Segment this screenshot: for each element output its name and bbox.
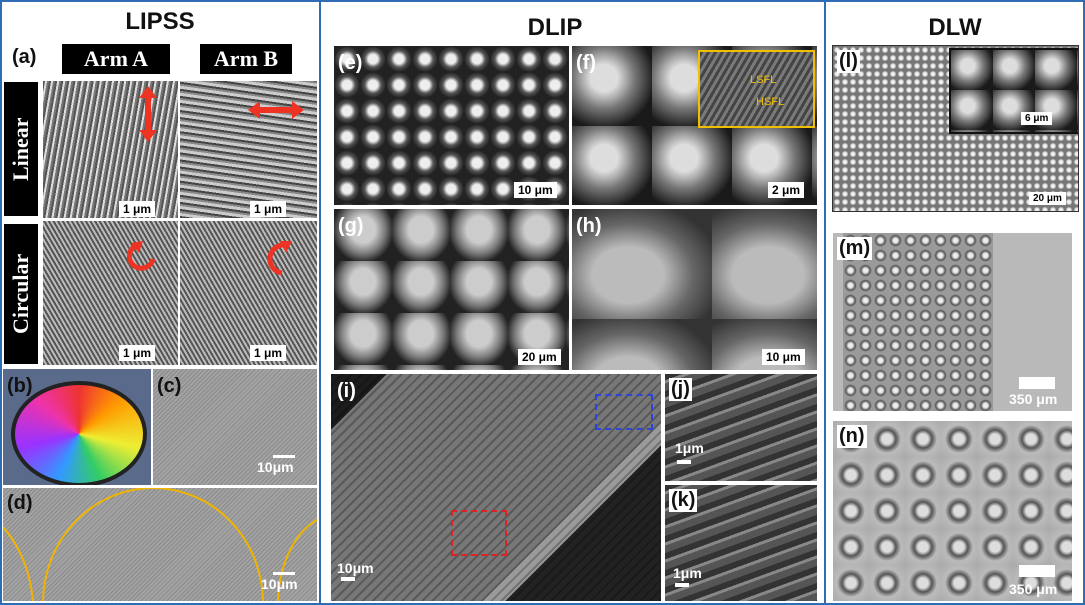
scale-bar: 10 μm — [514, 182, 557, 198]
scale-bar: 1 μm — [119, 345, 156, 361]
texture — [331, 374, 661, 601]
section-title: DLIP — [527, 14, 583, 41]
panel-label: (f) — [576, 52, 596, 74]
scale-bar: 1μm — [673, 565, 702, 581]
scale-bar: 2 μm — [768, 182, 805, 198]
scale-bar: 350 μm — [1009, 581, 1058, 597]
arrow — [267, 241, 292, 276]
sem-image: (c) 10μm — [152, 368, 318, 486]
sem-image: (d) 10μm — [2, 487, 318, 602]
panel-label: (i) — [337, 380, 356, 402]
row-header: Circular — [4, 224, 38, 364]
panel-label: (j) — [669, 378, 692, 401]
panel-label: (h) — [576, 215, 602, 237]
arcs — [3, 488, 317, 601]
scale-bar: 20 μm — [518, 349, 561, 365]
sem-image: (j) 1μm — [664, 373, 818, 482]
scale-bar: 10 μm — [762, 349, 805, 365]
scale-line — [273, 455, 295, 458]
pillar-array — [843, 233, 993, 411]
scale-bar: 1μm — [675, 440, 704, 456]
dlw-section — [824, 0, 1085, 605]
zoom-box — [451, 510, 507, 556]
annotation: HSFL — [756, 96, 785, 108]
scale-bar: 10μm — [257, 459, 294, 475]
panel-label: (m) — [837, 237, 873, 260]
scale-bar: 1 μm — [250, 345, 287, 361]
scale-line — [677, 460, 691, 464]
scale-line — [1019, 377, 1055, 389]
panel-label: (k) — [669, 489, 698, 512]
sem-image: 1 μm — [179, 220, 318, 366]
scale-bar: 10μm — [261, 576, 298, 592]
sem-image: (h) 10 μm — [571, 208, 818, 371]
panel-label: (b) — [7, 375, 33, 397]
section-title: LIPSS — [125, 8, 195, 35]
scale-line — [675, 583, 689, 587]
zoom-box — [595, 394, 653, 430]
sem-image: (n) 350 μm — [832, 420, 1073, 602]
sem-image: 1 μm — [42, 220, 179, 366]
arrow — [139, 86, 157, 142]
inset: 6 μm — [949, 48, 1078, 134]
scale-line — [1019, 565, 1055, 577]
scale-bar: 20 μm — [1029, 192, 1066, 205]
sem-image: (e) 10 μm — [333, 45, 570, 206]
sem-image: (f) LSFL HSFL 2 μm — [571, 45, 818, 206]
sem-image: 1 μm — [179, 80, 318, 219]
arrow — [248, 101, 304, 119]
scale-bar: 1 μm — [250, 201, 287, 217]
scale-bar: 350 μm — [1009, 391, 1058, 407]
arrow — [127, 241, 156, 271]
sem-image: (g) 20 μm — [333, 208, 570, 371]
panel-label: (a) — [12, 46, 37, 68]
column-header: Arm A — [62, 44, 170, 74]
scale-line — [273, 572, 295, 575]
panel-label: (l) — [837, 50, 860, 73]
annotation: LSFL — [750, 74, 777, 86]
section-title: DLW — [928, 14, 982, 41]
row-header: Linear — [4, 82, 38, 216]
scale-line — [341, 577, 355, 581]
sem-image: (l) 6 μm 20 μm — [832, 45, 1079, 212]
sem-image: 1 μm — [42, 80, 179, 219]
panel-label: (n) — [837, 425, 867, 448]
panel-label: (c) — [157, 375, 182, 397]
wafer-photo: (b) — [2, 368, 152, 486]
scale-bar: 6 μm — [1021, 112, 1053, 125]
column-header: Arm B — [200, 44, 292, 74]
inset: LSFL HSFL — [698, 50, 815, 128]
scale-bar: 1 μm — [119, 201, 156, 217]
sem-image: (m) 350 μm — [832, 232, 1073, 412]
scale-bar: 10μm — [337, 560, 374, 576]
sem-image: (k) 1μm — [664, 484, 818, 602]
wafer — [11, 381, 147, 485]
panel-label: (e) — [338, 52, 363, 74]
panel-label: (d) — [7, 492, 33, 514]
panel-label: (g) — [338, 215, 364, 237]
sem-image: (i) 10μm — [330, 373, 662, 602]
